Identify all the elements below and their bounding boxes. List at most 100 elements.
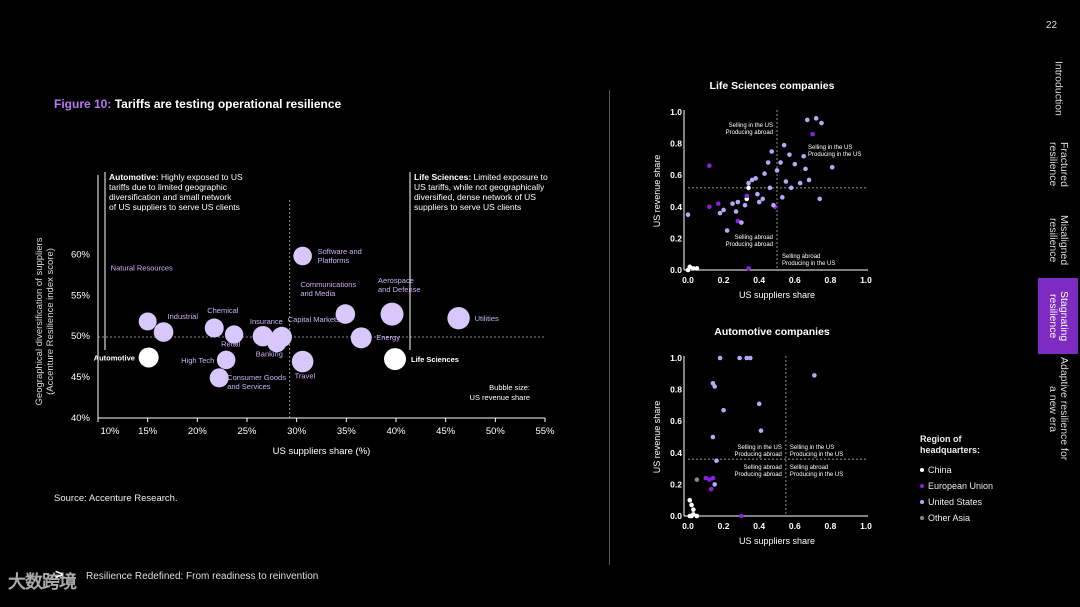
quadrant-label: Producing in the US bbox=[790, 452, 843, 458]
quadrant-label: Producing abroad bbox=[735, 452, 782, 458]
bubble-label: Utilities bbox=[475, 314, 499, 323]
bubble-label: Life Sciences bbox=[411, 355, 459, 364]
point-us bbox=[730, 201, 735, 206]
point-us bbox=[771, 202, 776, 208]
nav-label: Misaligned resilience bbox=[1047, 214, 1071, 266]
figure-label: Figure 10: bbox=[54, 97, 112, 111]
x-tick-label: 25% bbox=[237, 426, 257, 437]
point-us bbox=[737, 355, 742, 361]
x-axis-title: US suppliers share bbox=[739, 290, 815, 300]
region-legend: Region of headquarters: China European U… bbox=[920, 434, 1000, 529]
nav-stagnating-resilience[interactable]: Stagnating resilience bbox=[1038, 278, 1078, 354]
bubble-life-sciences bbox=[384, 348, 407, 371]
bubble-chemical bbox=[204, 318, 224, 338]
point-us bbox=[756, 401, 762, 407]
y-tick-label: 1.0 bbox=[670, 353, 682, 363]
point-us bbox=[788, 185, 794, 191]
eu-dot-icon bbox=[920, 484, 924, 488]
point-eu bbox=[744, 193, 750, 199]
x-axis-title: US suppliers share bbox=[739, 536, 815, 546]
bubble-label: Industrial bbox=[168, 312, 199, 321]
point-us bbox=[749, 177, 755, 183]
nav-adaptive-resilience[interactable]: Adaptive resilience for a new era bbox=[1038, 354, 1078, 464]
quadrant-label: Producing in the US bbox=[790, 472, 843, 478]
bubble-label: and Services bbox=[227, 382, 271, 391]
point-eu bbox=[708, 486, 714, 492]
point-us bbox=[755, 191, 760, 197]
bubble-label: Software and bbox=[318, 247, 362, 256]
nav-misaligned-resilience[interactable]: Misaligned resilience bbox=[1038, 202, 1078, 278]
x-tick-label: 0.8 bbox=[824, 275, 836, 285]
annotation-line-text: diversified, dense network of US bbox=[414, 192, 536, 202]
bubble-label: and Defense bbox=[378, 285, 421, 294]
point-us bbox=[765, 160, 771, 165]
point-us bbox=[780, 195, 785, 200]
us-dot-icon bbox=[920, 500, 924, 504]
bubble-automotive bbox=[138, 347, 159, 368]
point-china bbox=[746, 185, 751, 191]
point-china bbox=[687, 513, 693, 519]
chart-title: Automotive companies bbox=[714, 326, 830, 338]
nav-label: Fractured resilience bbox=[1047, 141, 1071, 187]
chart-title: Life Sciences companies bbox=[710, 80, 835, 92]
legend-item-china: China bbox=[920, 465, 1000, 476]
point-china bbox=[687, 497, 693, 503]
x-tick-label: 0.2 bbox=[718, 275, 730, 285]
bubble-label: High Tech bbox=[181, 356, 214, 365]
point-us bbox=[756, 199, 762, 205]
y-tick-label: 0.6 bbox=[670, 170, 682, 180]
bubble-travel bbox=[291, 350, 314, 373]
bubble-label: Insurance bbox=[250, 317, 283, 326]
annotation-line-text: of US suppliers to serve US clients bbox=[109, 202, 240, 212]
point-us bbox=[710, 434, 716, 440]
bubble-energy bbox=[350, 327, 372, 349]
x-tick-label: 0.2 bbox=[718, 521, 730, 531]
quadrant-label: Producing abroad bbox=[726, 130, 773, 136]
point-china bbox=[694, 513, 700, 519]
bubble-label: Aerospace bbox=[378, 276, 414, 285]
nav-label: Stagnating resilience bbox=[1047, 290, 1071, 342]
point-us bbox=[746, 180, 751, 186]
point-us bbox=[748, 355, 753, 361]
quadrant-label: Selling in the US bbox=[738, 445, 782, 451]
point-us bbox=[744, 355, 750, 361]
quadrant-label: Selling in the US bbox=[790, 445, 834, 451]
page-number: 22 bbox=[1046, 20, 1058, 31]
other-asia-dot-icon bbox=[920, 516, 924, 520]
point-us bbox=[758, 428, 764, 433]
annotation-line-text: diversification and small network bbox=[109, 192, 232, 202]
x-tick-label: 30% bbox=[287, 426, 307, 437]
point-us bbox=[742, 202, 748, 208]
figure-title: Figure 10: Tariffs are testing operation… bbox=[54, 97, 341, 111]
life-sciences-chart: Life Sciences companies 0.00.0 0.2 0.2 0.4 0.… bbox=[652, 80, 872, 300]
bubble-aerospace-and-defense bbox=[380, 302, 404, 326]
bubble-capital-markets bbox=[271, 326, 292, 348]
bubble-high-tech bbox=[216, 350, 236, 370]
quadrant-label: Producing abroad bbox=[726, 242, 773, 248]
china-dot-icon bbox=[920, 468, 924, 472]
x-tick-label: 0.6 bbox=[789, 521, 801, 531]
y-tick-label: 40% bbox=[71, 413, 91, 424]
point-us bbox=[735, 199, 741, 205]
bubble-size-note: US revenue share bbox=[470, 393, 530, 402]
x-tick-label: 45% bbox=[436, 426, 456, 437]
y-axis-title: Geographical diversification of supplier… bbox=[34, 237, 45, 405]
legend-item-us: United States bbox=[920, 497, 1000, 508]
quadrant-label: Producing in the US bbox=[782, 261, 835, 267]
x-tick-label: 20% bbox=[188, 426, 208, 437]
bubble-label: Retail bbox=[221, 340, 241, 349]
bubble-label: Natural Resources bbox=[111, 263, 173, 272]
y-tick-label: 45% bbox=[71, 372, 91, 383]
quadrant-label: Selling abroad bbox=[790, 465, 828, 471]
footer-text: Resilience Redefined: From readiness to … bbox=[86, 571, 319, 582]
bubble-label: Energy bbox=[376, 333, 400, 342]
point-us bbox=[753, 176, 758, 181]
y-tick-label: 0.4 bbox=[670, 202, 682, 212]
nav-introduction[interactable]: Introduction bbox=[1038, 50, 1078, 126]
point-us bbox=[787, 152, 792, 157]
nav-fractured-resilience[interactable]: Fractured resilience bbox=[1038, 126, 1078, 202]
bubble-label: Consumer Goods bbox=[227, 373, 286, 382]
point-us bbox=[806, 177, 812, 183]
y-tick-label: 0.8 bbox=[670, 385, 682, 395]
point-us bbox=[804, 117, 810, 123]
